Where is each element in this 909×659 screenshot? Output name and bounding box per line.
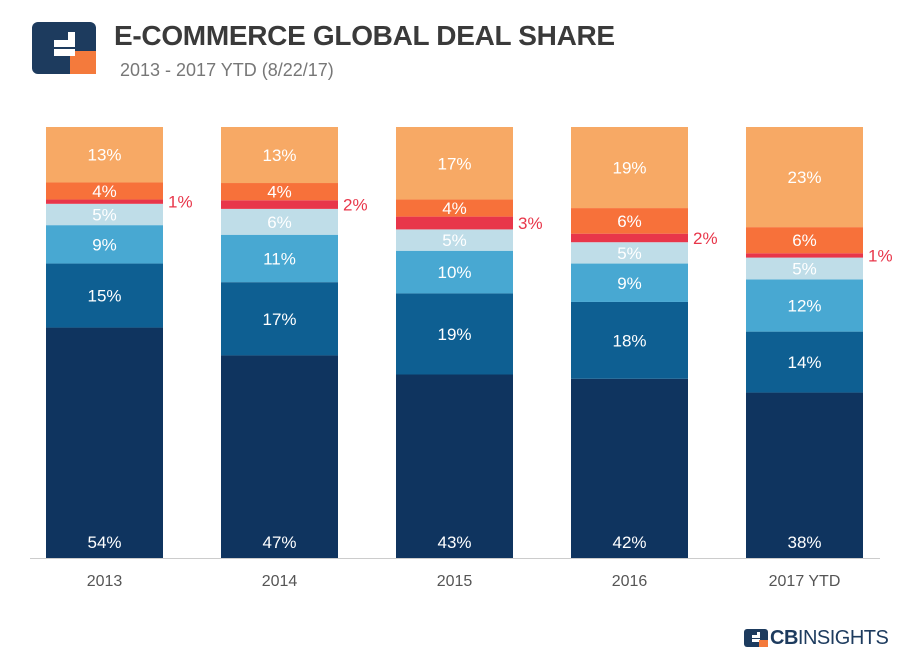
data-label: 14% xyxy=(787,353,821,372)
bar-segment xyxy=(46,182,163,200)
x-tick-label: 2016 xyxy=(612,573,648,590)
data-label: 1% xyxy=(868,246,893,265)
bar-segment xyxy=(46,127,163,183)
data-label: 4% xyxy=(92,182,117,201)
bar-segment xyxy=(571,127,688,209)
footer-wordmark-insights: INSIGHTS xyxy=(797,626,889,649)
bar-segment xyxy=(571,208,688,234)
data-label: 18% xyxy=(612,331,646,350)
bar-segment xyxy=(46,327,163,558)
data-label: 15% xyxy=(87,287,121,306)
data-label: 2% xyxy=(343,196,368,215)
x-tick-label: 2013 xyxy=(87,573,123,590)
bar-segment xyxy=(571,378,688,558)
bar-segment xyxy=(221,282,338,356)
data-label: 13% xyxy=(87,146,121,165)
data-label: 23% xyxy=(787,168,821,187)
bar-segment xyxy=(396,229,513,251)
data-label: 3% xyxy=(518,214,543,233)
bar-segment xyxy=(571,233,688,243)
bar-segment xyxy=(746,257,863,280)
bar-segment xyxy=(46,203,163,226)
bar-segment xyxy=(221,355,338,558)
data-label: 17% xyxy=(437,154,471,173)
data-label: 9% xyxy=(617,274,642,293)
data-label: 5% xyxy=(792,259,817,278)
data-label: 9% xyxy=(92,235,117,254)
footer-logo: CBINSIGHTS xyxy=(744,626,889,650)
stacked-bar-chart: 54% 15% 9% 5% 1% 4% 13% 2013 47% 17% 11% 6% 2% 4% 13% 2… xyxy=(30,127,893,590)
bar-segment xyxy=(746,331,863,393)
bar-segment xyxy=(746,227,863,254)
data-label: 11% xyxy=(263,249,296,268)
bar-segment xyxy=(396,374,513,558)
bar-segment xyxy=(221,208,338,235)
footer-wordmark-cb: CB xyxy=(770,626,798,649)
x-tick-label: 2015 xyxy=(437,573,473,590)
bar-segment xyxy=(221,183,338,201)
footer-wordmark: CBINSIGHTS xyxy=(770,626,889,650)
page-title: E-COMMERCE GLOBAL DEAL SHARE xyxy=(114,20,615,51)
bar-segment xyxy=(396,127,513,200)
data-label: 54% xyxy=(87,533,121,552)
bar-segment xyxy=(571,242,688,264)
bar-segment xyxy=(221,234,338,283)
bar-segment xyxy=(221,200,338,209)
bar-segment xyxy=(746,253,863,258)
data-label: 1% xyxy=(168,193,193,212)
data-label: 2% xyxy=(693,229,718,248)
data-label: 6% xyxy=(792,231,817,250)
data-label: 12% xyxy=(787,296,821,315)
data-label: 6% xyxy=(267,213,292,232)
x-tick-label: 2017 YTD xyxy=(769,573,841,590)
bar-segment xyxy=(396,199,513,217)
cb-insights-logo-icon xyxy=(32,22,96,74)
data-label: 5% xyxy=(92,205,117,224)
data-label: 19% xyxy=(437,325,471,344)
bar-segment xyxy=(746,392,863,558)
bar-segment xyxy=(46,263,163,328)
bar-segment xyxy=(396,216,513,230)
data-label: 13% xyxy=(262,146,296,165)
data-label: 38% xyxy=(787,533,821,552)
bar-segment xyxy=(571,263,688,302)
data-label: 6% xyxy=(617,212,642,231)
cb-insights-small-logo-icon xyxy=(744,629,768,647)
bar-segment xyxy=(396,250,513,294)
page-subtitle: 2013 - 2017 YTD (8/22/17) xyxy=(120,60,334,80)
bar-segment xyxy=(746,127,863,228)
data-label: 43% xyxy=(437,533,471,552)
bar-segment xyxy=(396,293,513,375)
data-label: 4% xyxy=(442,199,467,218)
data-label: 4% xyxy=(267,183,292,202)
bar-segment xyxy=(221,127,338,184)
data-label: 42% xyxy=(612,533,646,552)
bar-segment xyxy=(746,279,863,332)
data-label: 10% xyxy=(437,263,471,282)
data-label: 47% xyxy=(262,533,296,552)
data-label: 5% xyxy=(442,231,467,250)
data-label: 17% xyxy=(262,310,296,329)
bar-segment xyxy=(46,199,163,204)
x-tick-label: 2014 xyxy=(262,573,298,590)
data-label: 19% xyxy=(612,159,646,178)
data-label: 5% xyxy=(617,244,642,263)
bar-segment xyxy=(571,301,688,379)
bar-segment xyxy=(46,225,163,264)
